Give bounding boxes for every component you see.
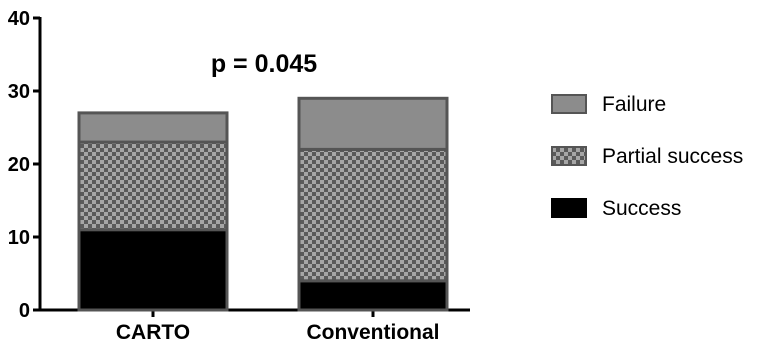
bar-segment-failure xyxy=(77,111,229,144)
y-tick-label: 10 xyxy=(8,227,30,249)
labels: CARTO Conventional p = 0.045 xyxy=(116,50,440,344)
legend-swatch-failure xyxy=(551,94,587,114)
legend-label: Partial success xyxy=(602,145,743,168)
y-tick-label: 40 xyxy=(8,8,30,30)
y-tick-label: 30 xyxy=(8,81,30,103)
y-tick-label: 0 xyxy=(19,300,30,322)
bars xyxy=(77,96,449,312)
legend-swatch-partial-success xyxy=(551,146,587,166)
bar-segment-success xyxy=(297,279,449,312)
bar-segment-failure xyxy=(297,96,449,151)
legend-swatch-success xyxy=(551,198,587,218)
legend-label: Success xyxy=(602,197,681,220)
bar-segment-partial-success xyxy=(297,147,449,283)
legend: Failure Partial success Success xyxy=(551,93,743,220)
bar-segment-success xyxy=(77,228,229,312)
p-value-annotation: p = 0.045 xyxy=(211,50,317,78)
y-tick-label: 20 xyxy=(8,154,30,176)
x-tick-label: CARTO xyxy=(116,321,190,344)
x-tick-label: Conventional xyxy=(306,321,439,344)
legend-label: Failure xyxy=(602,93,666,116)
bar-segment-partial-success xyxy=(77,140,229,232)
